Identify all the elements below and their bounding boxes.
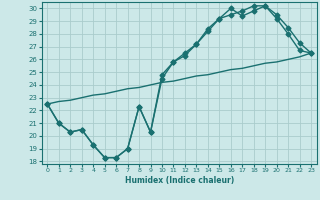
X-axis label: Humidex (Indice chaleur): Humidex (Indice chaleur) — [124, 176, 234, 185]
